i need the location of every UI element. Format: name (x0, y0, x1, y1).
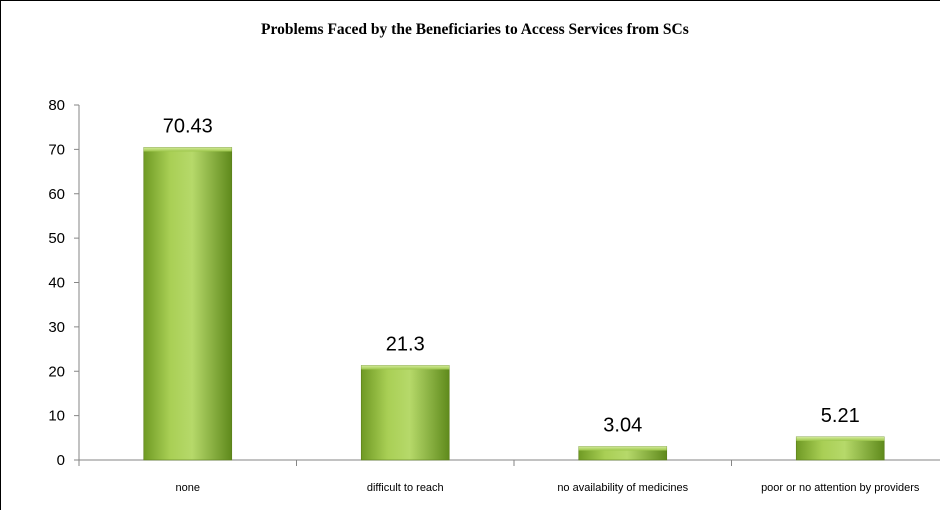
data-label: 5.21 (821, 405, 860, 427)
y-tick-label: 20 (48, 363, 65, 380)
x-tick-label: poor or no attention by providers (761, 482, 920, 494)
y-tick-label: 80 (48, 97, 65, 114)
bar-top-bevel (578, 446, 667, 451)
y-tick-label: 10 (48, 408, 65, 425)
data-label: 3.04 (603, 415, 642, 437)
y-tick-label: 50 (48, 230, 65, 247)
bar (360, 365, 450, 461)
bar (143, 147, 233, 461)
x-tick-label: difficult to reach (367, 482, 444, 494)
data-label: 70.43 (163, 115, 213, 137)
y-tick-label: 70 (48, 141, 65, 158)
chart-title: Problems Faced by the Beneficiaries to A… (261, 21, 689, 38)
data-label: 21.3 (386, 333, 425, 355)
y-tick-label: 0 (57, 452, 65, 469)
bar-top-bevel (796, 436, 885, 441)
x-tick-label: none (176, 482, 200, 494)
y-tick-label: 40 (48, 275, 65, 292)
y-tick-label: 60 (48, 186, 65, 203)
bar-top-bevel (361, 365, 450, 370)
bar-top-bevel (143, 147, 232, 152)
y-tick-label: 30 (48, 319, 65, 336)
x-tick-label: no availability of medicines (557, 482, 688, 494)
